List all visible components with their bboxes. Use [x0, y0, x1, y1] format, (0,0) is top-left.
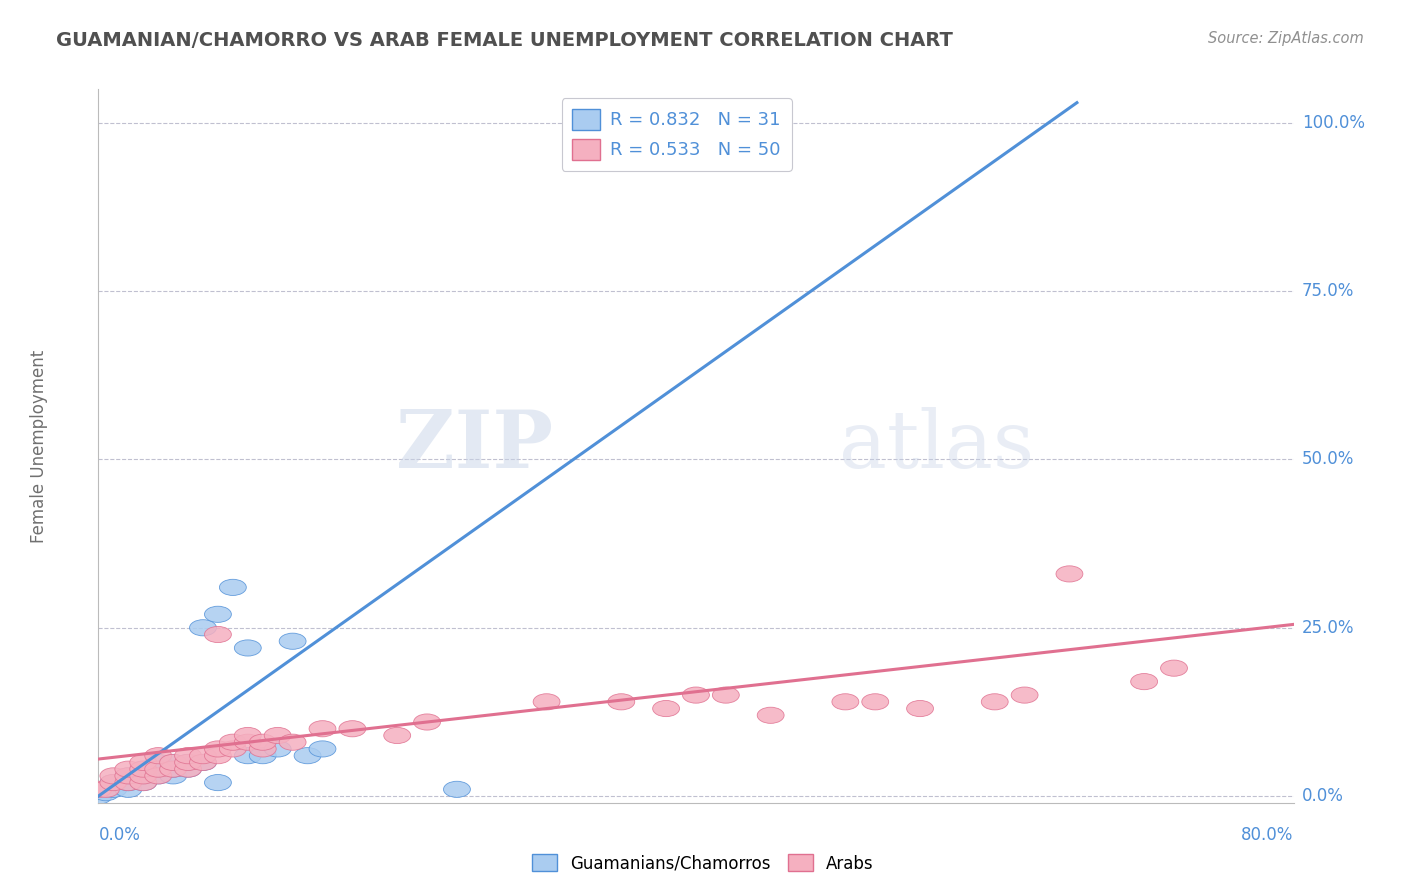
Ellipse shape — [309, 721, 336, 737]
Ellipse shape — [384, 727, 411, 744]
Ellipse shape — [190, 620, 217, 636]
Ellipse shape — [204, 741, 232, 757]
Ellipse shape — [129, 761, 156, 777]
Text: 0.0%: 0.0% — [98, 826, 141, 845]
Text: 75.0%: 75.0% — [1302, 282, 1354, 301]
Ellipse shape — [115, 768, 142, 784]
Ellipse shape — [533, 694, 560, 710]
Ellipse shape — [204, 747, 232, 764]
Text: ZIP: ZIP — [395, 407, 553, 485]
Ellipse shape — [174, 747, 201, 764]
Ellipse shape — [758, 707, 785, 723]
Ellipse shape — [84, 788, 112, 805]
Ellipse shape — [1160, 660, 1188, 676]
Ellipse shape — [235, 747, 262, 764]
Ellipse shape — [907, 700, 934, 716]
Ellipse shape — [294, 747, 321, 764]
Ellipse shape — [115, 768, 142, 784]
Ellipse shape — [190, 755, 217, 771]
Ellipse shape — [129, 774, 156, 790]
Ellipse shape — [264, 741, 291, 757]
Ellipse shape — [174, 755, 201, 771]
Ellipse shape — [145, 747, 172, 764]
Ellipse shape — [100, 768, 127, 784]
Ellipse shape — [219, 579, 246, 596]
Ellipse shape — [160, 761, 187, 777]
Ellipse shape — [93, 781, 120, 797]
Ellipse shape — [249, 747, 276, 764]
Ellipse shape — [174, 761, 201, 777]
Ellipse shape — [235, 734, 262, 750]
Ellipse shape — [129, 761, 156, 777]
Ellipse shape — [145, 755, 172, 771]
Text: 100.0%: 100.0% — [1302, 114, 1365, 132]
Ellipse shape — [190, 747, 217, 764]
Ellipse shape — [1011, 687, 1038, 703]
Ellipse shape — [115, 781, 142, 797]
Ellipse shape — [249, 741, 276, 757]
Ellipse shape — [160, 761, 187, 777]
Ellipse shape — [160, 768, 187, 784]
Ellipse shape — [174, 761, 201, 777]
Ellipse shape — [235, 640, 262, 656]
Ellipse shape — [219, 741, 246, 757]
Ellipse shape — [832, 694, 859, 710]
Ellipse shape — [862, 694, 889, 710]
Ellipse shape — [115, 774, 142, 790]
Ellipse shape — [309, 741, 336, 757]
Ellipse shape — [129, 755, 156, 771]
Ellipse shape — [219, 734, 246, 750]
Ellipse shape — [115, 774, 142, 790]
Ellipse shape — [145, 761, 172, 777]
Text: 50.0%: 50.0% — [1302, 450, 1354, 468]
Text: 0.0%: 0.0% — [1302, 787, 1344, 805]
Ellipse shape — [204, 626, 232, 642]
Ellipse shape — [115, 761, 142, 777]
Ellipse shape — [413, 714, 440, 730]
Text: 80.0%: 80.0% — [1241, 826, 1294, 845]
Ellipse shape — [93, 785, 120, 801]
Ellipse shape — [249, 734, 276, 750]
Text: atlas: atlas — [839, 407, 1035, 485]
Ellipse shape — [682, 687, 710, 703]
Ellipse shape — [84, 781, 112, 797]
Ellipse shape — [129, 774, 156, 790]
Ellipse shape — [652, 700, 679, 716]
Ellipse shape — [339, 721, 366, 737]
Ellipse shape — [145, 761, 172, 777]
Ellipse shape — [100, 774, 127, 790]
Ellipse shape — [129, 768, 156, 784]
Ellipse shape — [204, 607, 232, 623]
Legend: R = 0.832   N = 31, R = 0.533   N = 50: R = 0.832 N = 31, R = 0.533 N = 50 — [561, 98, 792, 170]
Ellipse shape — [280, 734, 307, 750]
Ellipse shape — [264, 727, 291, 744]
Ellipse shape — [145, 768, 172, 784]
Text: GUAMANIAN/CHAMORRO VS ARAB FEMALE UNEMPLOYMENT CORRELATION CHART: GUAMANIAN/CHAMORRO VS ARAB FEMALE UNEMPL… — [56, 31, 953, 50]
Ellipse shape — [100, 781, 127, 797]
Ellipse shape — [981, 694, 1008, 710]
Legend: Guamanians/Chamorros, Arabs: Guamanians/Chamorros, Arabs — [526, 847, 880, 880]
Text: Source: ZipAtlas.com: Source: ZipAtlas.com — [1208, 31, 1364, 46]
Ellipse shape — [1056, 566, 1083, 582]
Ellipse shape — [174, 755, 201, 771]
Ellipse shape — [204, 774, 232, 790]
Ellipse shape — [713, 687, 740, 703]
Ellipse shape — [129, 768, 156, 784]
Ellipse shape — [235, 727, 262, 744]
Text: 25.0%: 25.0% — [1302, 619, 1354, 637]
Ellipse shape — [190, 755, 217, 771]
Text: Female Unemployment: Female Unemployment — [30, 350, 48, 542]
Ellipse shape — [280, 633, 307, 649]
Ellipse shape — [160, 755, 187, 771]
Ellipse shape — [145, 768, 172, 784]
Ellipse shape — [1130, 673, 1157, 690]
Ellipse shape — [443, 781, 471, 797]
Ellipse shape — [607, 694, 634, 710]
Ellipse shape — [160, 755, 187, 771]
Ellipse shape — [100, 774, 127, 790]
